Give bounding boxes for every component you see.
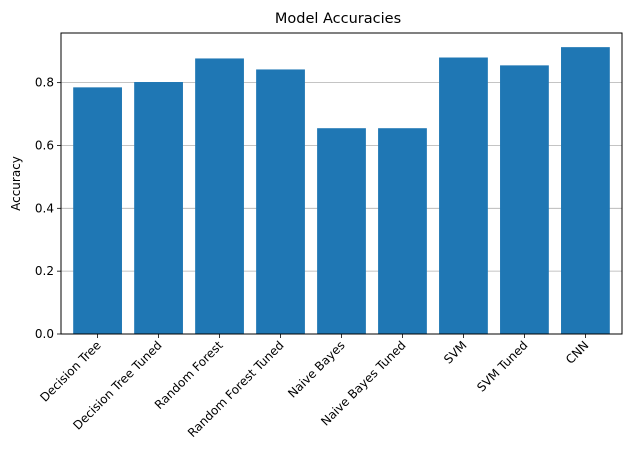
bar (561, 47, 610, 335)
y-tick-label: 0.6 (35, 138, 54, 152)
y-axis-label: Accuracy (9, 156, 23, 211)
x-tick-label: Naive Bayes (285, 338, 347, 400)
x-tick-label: SVM (441, 338, 469, 366)
chart-title: Model Accuracies (275, 11, 401, 27)
x-tick-label: CNN (563, 338, 592, 367)
y-tick-label: 0.4 (35, 201, 54, 215)
bar (256, 69, 305, 334)
bar (439, 57, 488, 335)
bar (73, 87, 122, 334)
x-tick-label: Decision Tree (37, 338, 103, 404)
y-axis-ticks: 0.0 0.2 0.4 0.6 0.8 (35, 76, 61, 341)
y-tick-label: 0.0 (35, 327, 54, 341)
bar (195, 58, 244, 335)
y-tick-label: 0.8 (35, 76, 54, 90)
y-tick-label: 0.2 (35, 264, 54, 278)
bar (134, 82, 183, 334)
x-tick-label: SVM Tuned (474, 338, 530, 394)
bar (378, 128, 427, 334)
bars (73, 47, 610, 335)
bar (500, 65, 549, 334)
bar (317, 128, 366, 334)
